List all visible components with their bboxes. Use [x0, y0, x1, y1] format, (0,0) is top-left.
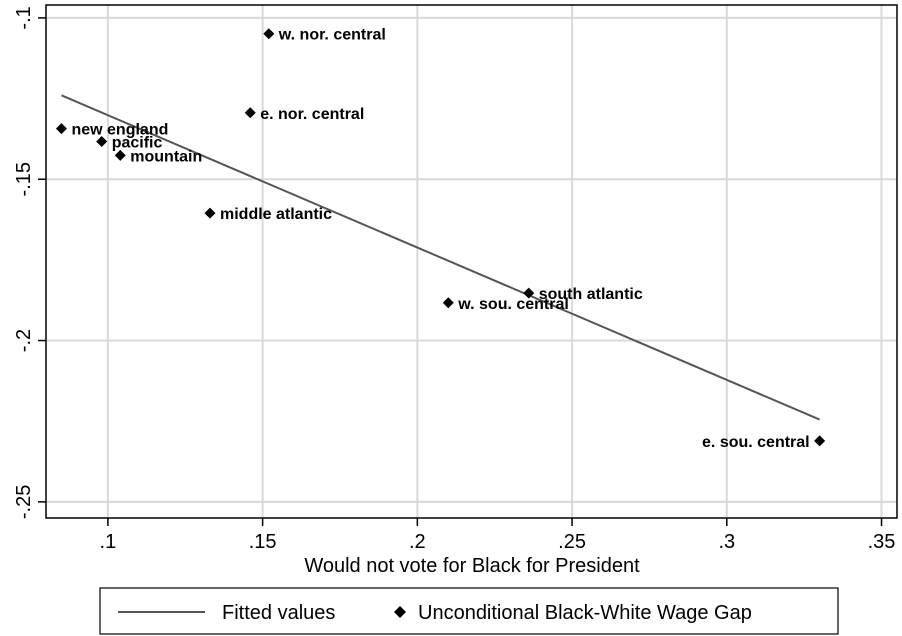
data-point-diamond: [244, 107, 256, 119]
y-tick-label: -.15: [13, 162, 35, 196]
data-point-diamond: [204, 207, 216, 219]
data-point-diamond: [523, 287, 535, 299]
data-point-label: south atlantic: [539, 286, 643, 303]
fitted-values-line: [61, 94, 821, 421]
data-point-label: pacific: [112, 134, 163, 151]
legend-scatter-label: Unconditional Black-White Wage Gap: [418, 602, 752, 624]
x-tick-label: .3: [718, 531, 735, 553]
legend-fitted-label: Fitted values: [222, 602, 335, 624]
y-tick-label: -.1: [13, 6, 35, 29]
data-point-label: e. nor. central: [260, 106, 364, 123]
legend-box: [99, 587, 839, 635]
y-tick-label: -.25: [13, 485, 35, 519]
data-point-label: e. sou. central: [702, 434, 810, 451]
data-point-diamond: [114, 149, 126, 161]
x-axis-title: Would not vote for Black for President: [304, 555, 640, 577]
data-point-label: new england: [71, 122, 168, 139]
data-point-label: w. sou. central: [457, 296, 569, 313]
data-point-diamond: [96, 135, 108, 147]
data-point-diamond: [55, 123, 67, 135]
x-tick-label: .15: [249, 531, 277, 553]
x-tick-label: .25: [558, 531, 586, 553]
y-axis: -.1 -.15 -.2 -.25: [13, 6, 46, 519]
scatter-points-layer: [55, 28, 826, 447]
data-point-diamond: [263, 28, 275, 40]
legend-diamond-marker: [394, 606, 406, 618]
data-point-diamond: [442, 297, 454, 309]
data-point-label: w. nor. central: [278, 27, 386, 44]
y-tick-label: -.2: [13, 329, 35, 352]
fitted-line-layer: [61, 94, 821, 421]
data-point-label: mountain: [130, 148, 202, 165]
plot-frame: [45, 4, 898, 519]
x-tick-label: .2: [409, 531, 426, 553]
data-point-diamond: [814, 435, 826, 447]
x-tick-label: .1: [100, 531, 117, 553]
data-point-label: middle atlantic: [220, 206, 332, 223]
legend: Fitted values Unconditional Black-White …: [99, 587, 839, 635]
x-tick-label: .35: [868, 531, 896, 553]
grid-lines: [46, 5, 897, 518]
x-axis: .1 .15 .2 .25 .3 .35: [100, 518, 896, 553]
